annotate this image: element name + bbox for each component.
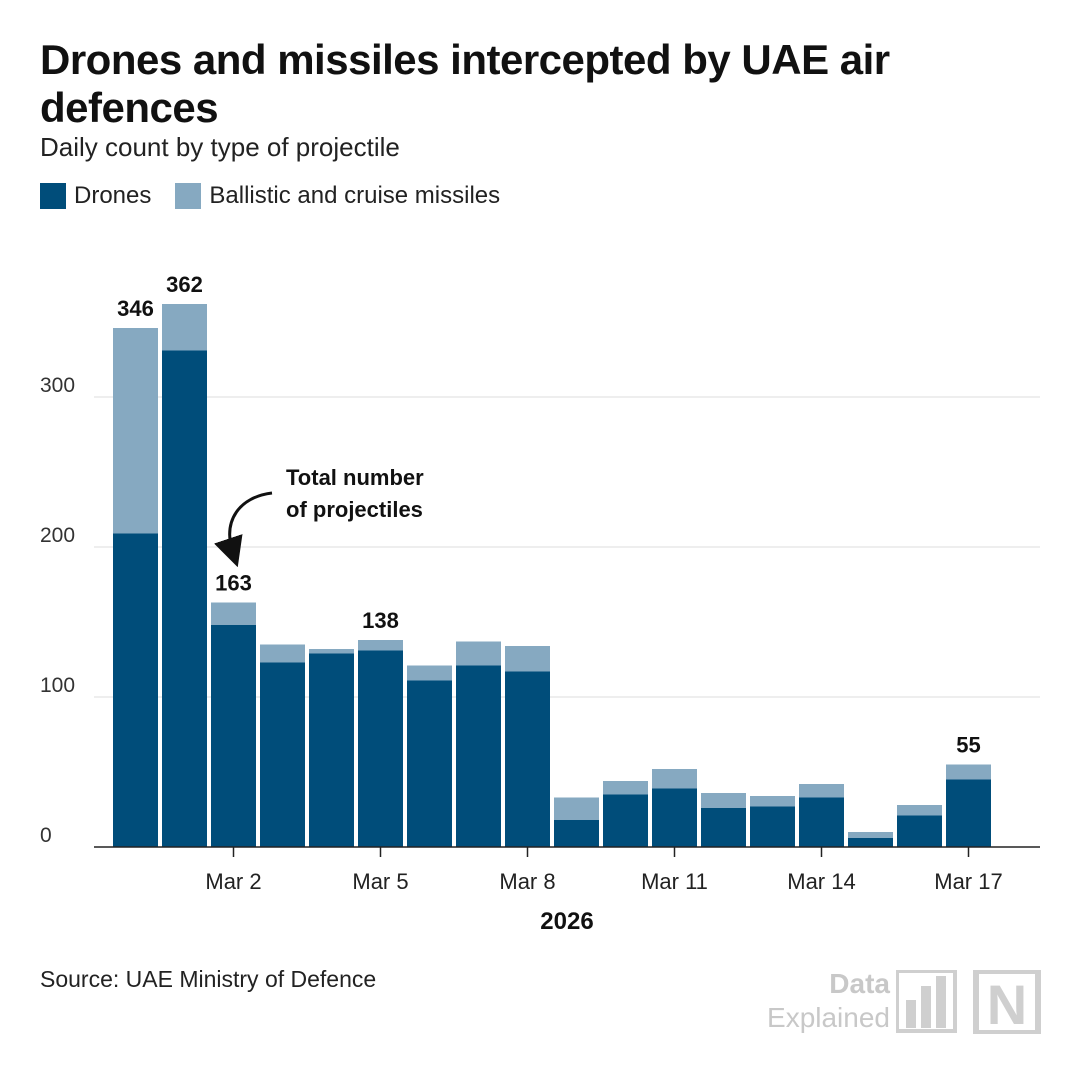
brand-text-data: Data [829, 968, 890, 999]
bars [113, 304, 991, 847]
bar-drones-mar-14 [799, 797, 844, 847]
source-note: Source: UAE Ministry of Defence [40, 966, 377, 992]
bar-missiles-mar-11 [652, 769, 697, 789]
bar-missiles-mar-10 [603, 781, 648, 795]
bar-missiles-mar-14 [799, 784, 844, 798]
y-tick-label-300: 300 [40, 374, 75, 397]
brand-mark-letter: N [987, 973, 1027, 1034]
y-tick-label-200: 200 [40, 524, 75, 547]
bar-missiles-mar-6 [407, 665, 452, 681]
annotation-line-1: Total number [286, 465, 424, 490]
y-axis-ticks: 0 100 200 300 [40, 374, 75, 847]
bar-drones-mar-10 [603, 794, 648, 847]
x-tick-label-mar-14: Mar 14 [787, 869, 855, 894]
data-label-mar-2: 163 [215, 571, 252, 596]
legend: Drones Ballistic and cruise missiles [40, 182, 524, 210]
annotation: Total number of projectiles [214, 465, 424, 568]
bar-drones-feb-28 [113, 533, 158, 847]
bar-drones-mar-8 [505, 671, 550, 847]
x-tick-label-mar-2: Mar 2 [205, 869, 261, 894]
bar-missiles-mar-17 [946, 764, 991, 780]
data-labels: 346 362 163 138 55 [117, 272, 981, 758]
legend-item-drones: Drones [40, 182, 151, 210]
x-tick-label-mar-5: Mar 5 [352, 869, 408, 894]
brand-text-explained: Explained [767, 1002, 890, 1033]
bar-missiles-mar-12 [701, 793, 746, 808]
bar-missiles-mar-16 [897, 805, 942, 816]
bar-drones-mar-16 [897, 815, 942, 847]
bar-missiles-mar-15 [848, 832, 893, 838]
bar-drones-mar-12 [701, 808, 746, 847]
bar-drones-mar-4 [309, 653, 354, 847]
annotation-arrow [214, 491, 273, 568]
bar-drones-mar-5 [358, 650, 403, 847]
bar-missiles-feb-28 [113, 328, 158, 534]
bar-missiles-mar-9 [554, 797, 599, 820]
legend-label-drones: Drones [74, 182, 152, 209]
bar-missiles-mar-7 [456, 641, 501, 666]
bar-drones-mar-15 [848, 838, 893, 847]
bar-drones-mar-2 [211, 625, 256, 847]
x-tick-label-mar-8: Mar 8 [499, 869, 555, 894]
brand-logo: Data Explained N [740, 966, 1050, 1036]
bar-drones-mar-7 [456, 665, 501, 847]
bar-drones-mar-13 [750, 806, 795, 847]
x-axis: Mar 2 Mar 5 Mar 8 Mar 11 Mar 14 Mar 17 [94, 846, 1040, 894]
bar-missiles-mar-1 [162, 304, 207, 351]
data-label-mar-17: 55 [956, 733, 980, 758]
x-axis-title: 2026 [540, 908, 593, 935]
data-label-mar-1: 362 [166, 272, 203, 297]
legend-label-missiles: Ballistic and cruise missiles [209, 182, 501, 209]
bar-missiles-mar-13 [750, 796, 795, 807]
legend-item-missiles: Ballistic and cruise missiles [175, 182, 500, 210]
bar-missiles-mar-8 [505, 646, 550, 672]
x-tick-label-mar-17: Mar 17 [934, 869, 1002, 894]
legend-swatch-drones [40, 183, 66, 209]
bar-missiles-mar-3 [260, 644, 305, 663]
data-label-feb-28: 346 [117, 296, 154, 321]
bar-drones-mar-11 [652, 788, 697, 847]
x-tick-label-mar-11: Mar 11 [641, 869, 708, 894]
bar-drones-mar-17 [946, 779, 991, 847]
y-tick-label-0: 0 [40, 824, 52, 847]
bar-drones-mar-6 [407, 680, 452, 847]
chart-subtitle: Daily count by type of projectile [40, 132, 400, 162]
y-tick-label-100: 100 [40, 674, 75, 697]
legend-swatch-missiles [175, 183, 202, 209]
brand-mark-icon: N [896, 970, 1041, 1034]
bar-drones-mar-1 [162, 350, 207, 847]
bar-missiles-mar-5 [358, 640, 403, 651]
data-label-mar-5: 138 [362, 608, 399, 633]
bar-drones-mar-9 [554, 820, 599, 847]
bar-missiles-mar-2 [211, 602, 256, 625]
bar-missiles-mar-4 [309, 649, 354, 654]
chart-title: Drones and missiles intercepted by UAE a… [40, 36, 890, 131]
bar-drones-mar-3 [260, 662, 305, 847]
annotation-line-2: of projectiles [286, 497, 423, 522]
